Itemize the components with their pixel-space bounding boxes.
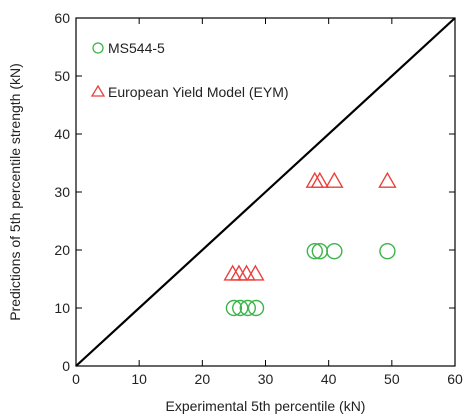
x-tick-label: 20: [195, 371, 211, 387]
axes: 0 10 20 30 40 50 60 0 10 20 30 40 50 60: [54, 10, 463, 387]
x-tick-label: 10: [131, 371, 147, 387]
x-tick-label: 0: [72, 371, 80, 387]
circle-point: [379, 242, 396, 260]
x-tick-label: 30: [258, 371, 274, 387]
y-tick-label: 60: [54, 10, 70, 26]
triangle-point: [325, 171, 344, 188]
x-axis-title: Experimental 5th percentile (kN): [166, 398, 366, 414]
circle-point: [306, 242, 323, 260]
triangle-point: [246, 264, 265, 281]
y-tick-label: 0: [62, 358, 70, 374]
circle-point: [239, 299, 257, 317]
triangle-point: [378, 171, 397, 188]
x-tick-label: 40: [321, 371, 337, 387]
y-axis-title: Predictions of 5th percentile strength (…: [7, 63, 23, 321]
circle-point: [326, 242, 343, 260]
circle-point: [247, 299, 265, 317]
circle-point: [232, 299, 249, 317]
legend-triangle-icon: [90, 84, 106, 97]
x-tick-label: 50: [384, 371, 400, 387]
y-tick-label: 40: [54, 126, 70, 142]
y-tick-label: 20: [54, 242, 70, 258]
circle-point: [225, 299, 243, 317]
series-ms544-5: [225, 242, 396, 317]
reference-line-group: [75, 17, 456, 367]
legend-label: European Yield Model (EYM): [108, 84, 289, 100]
y-tick-label: 50: [54, 68, 70, 84]
reference-line: [75, 17, 456, 367]
x-tick-label: 60: [447, 371, 463, 387]
triangle-point: [237, 264, 256, 281]
legend-label: MS544-5: [108, 40, 165, 56]
y-tick-label: 10: [54, 300, 70, 316]
triangle-point: [310, 171, 330, 188]
legend-circle-icon: [92, 42, 104, 54]
data-points: [223, 171, 397, 317]
y-tick-label: 30: [54, 184, 70, 200]
legend: MS544-5 European Yield Model (EYM): [90, 40, 289, 100]
series-eym: [223, 171, 397, 281]
